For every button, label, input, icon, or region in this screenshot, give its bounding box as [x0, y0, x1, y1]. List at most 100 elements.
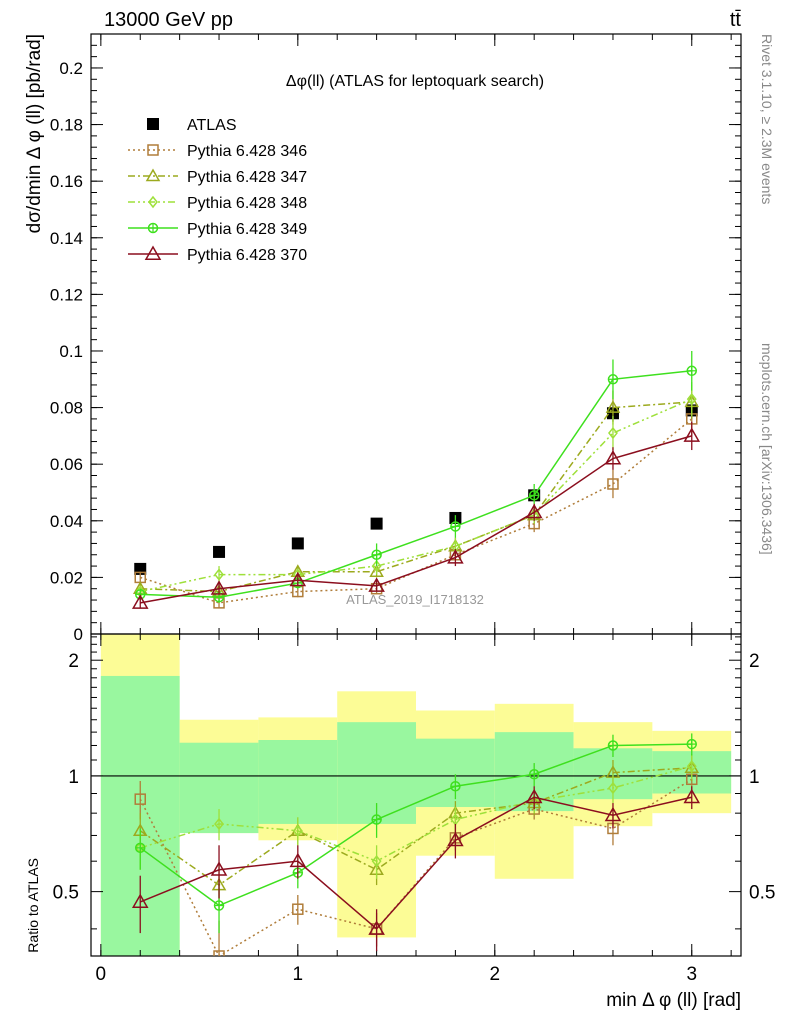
- y-tick-label: 0.06: [50, 455, 83, 474]
- main-point-atlas: [291, 537, 304, 550]
- main-point-p347: [605, 400, 621, 413]
- legend-label-p370: Pythia 6.428 370: [187, 247, 307, 264]
- ratio-point-p349: [686, 738, 698, 750]
- ratio-point-p348: [371, 854, 382, 868]
- ratio-y-tick-label-right: 2: [749, 651, 760, 672]
- main-point-p370: [683, 427, 701, 442]
- main-line-p348: [140, 398, 693, 593]
- y-tick-label: 0: [74, 625, 83, 644]
- y-tick-label: 0.16: [50, 172, 83, 191]
- main-point-p346: [607, 478, 619, 490]
- main-point-atlas: [370, 517, 383, 530]
- rivet-version-label: Rivet 3.1.10, ≥ 2.3M events: [759, 34, 775, 204]
- ratio-point-p349: [371, 814, 382, 825]
- ratio-point-p346: [134, 793, 146, 805]
- ratio-y-tick-label: 2: [68, 651, 79, 672]
- analysis-id-label: ATLAS_2019_I1718132: [346, 592, 484, 607]
- legend-label-p349: Pythia 6.428 349: [187, 221, 307, 238]
- ratio-point-p349: [607, 740, 619, 751]
- main-point-p370: [131, 594, 149, 609]
- y-tick-label: 0.18: [50, 116, 83, 135]
- ratio-point-p370: [525, 788, 543, 804]
- main-point-p370: [525, 503, 543, 519]
- y-tick-label: 0.04: [50, 512, 83, 531]
- ratio-line-p348: [140, 765, 692, 863]
- ratio-y-tick-label: 0.5: [53, 883, 79, 904]
- ratio-line-p349: [139, 743, 692, 907]
- main-point-p349: [686, 365, 698, 377]
- y-tick-label: 0.2: [59, 59, 83, 78]
- main-point-p348: [214, 568, 224, 581]
- main-point-p348: [686, 392, 697, 406]
- legend-marker-p348: [148, 195, 158, 209]
- x-tick-label: 1: [293, 964, 304, 985]
- ratio-series-group: [131, 733, 701, 956]
- legend: ATLAS Pythia 6.428 346 Pythia 6.428 347 Pyt…: [128, 117, 307, 264]
- ratio-point-p346: [292, 903, 304, 915]
- legend-label-p347: Pythia 6.428 347: [187, 169, 307, 186]
- ratio-point-p346: [213, 950, 225, 956]
- main-point-p370: [210, 580, 228, 595]
- ratio-y-tick-label-right: 1: [749, 767, 760, 788]
- y-axis-label: dσ/dmin Δ φ (ll) [pb/rad]: [24, 34, 45, 233]
- ratio-line-p370: [139, 796, 692, 930]
- chart-title: Δφ(ll) (ATLAS for leptoquark search): [286, 73, 544, 90]
- ratio-point-p349: [450, 780, 461, 792]
- legend-marker-p346: [147, 144, 159, 156]
- ratio-y-tick-label: 1: [68, 767, 79, 788]
- ratio-point-p348: [686, 759, 697, 773]
- main-line-p346: [140, 418, 693, 604]
- main-point-p349: [450, 521, 461, 532]
- legend-label-p348: Pythia 6.428 348: [187, 195, 307, 212]
- main-point-p347: [369, 564, 384, 577]
- legend-label-p346: Pythia 6.428 346: [187, 143, 307, 160]
- ratio-point-p370: [131, 893, 149, 908]
- legend-marker-p370: [144, 245, 162, 260]
- y-tick-label: 0.08: [50, 399, 83, 418]
- x-tick-label: 3: [686, 964, 697, 985]
- y-tick-label: 0.12: [50, 285, 83, 304]
- main-point-p370: [604, 450, 622, 465]
- process-label: tt̄: [730, 9, 742, 31]
- main-line-p349: [140, 370, 692, 598]
- y-tick-label: 0.1: [59, 342, 83, 361]
- mcplots-source-label: mcplots.cern.ch [arXiv:1306.3436]: [759, 343, 775, 555]
- legend-label-atlas: ATLAS: [187, 117, 237, 134]
- chart-axes: 0 0.02 0.04 0.06 0.08 0.1 0.12 0.14 0.16 0.18 0.2 0…: [50, 33, 775, 985]
- y-tick-label: 0.14: [50, 229, 83, 248]
- ratio-point-p348: [292, 824, 303, 837]
- main-series-group: [131, 350, 701, 609]
- ratio-point-p370: [683, 788, 701, 804]
- energy-label: 13000 GeV pp: [104, 9, 233, 31]
- chart-marks: [131, 350, 701, 956]
- x-tick-label: 0: [96, 964, 107, 985]
- legend-marker-p347: [145, 168, 161, 182]
- x-axis-label: min Δ φ (ll) [rad]: [606, 990, 741, 1011]
- ratio-line-p347: [139, 767, 692, 886]
- ratio-point-p370: [368, 920, 385, 935]
- legend-marker-p349: [147, 222, 159, 234]
- ratio-point-p349: [528, 769, 540, 780]
- ratio-point-p349: [134, 842, 146, 854]
- ratio-point-p348: [608, 781, 618, 795]
- main-point-p370: [368, 577, 385, 592]
- x-tick-label: 2: [489, 964, 500, 985]
- main-point-p349: [528, 490, 540, 501]
- main-point-p349: [371, 549, 382, 561]
- main-line-p370: [140, 435, 692, 604]
- main-line-p347: [140, 401, 692, 593]
- ratio-point-p349: [213, 900, 225, 911]
- ratio-point-p370: [210, 861, 228, 876]
- ratio-point-p370: [604, 806, 622, 822]
- ratio-point-p348: [214, 817, 224, 831]
- legend-marker-atlas: [147, 118, 159, 130]
- main-point-atlas: [213, 545, 226, 558]
- main-point-p349: [607, 374, 619, 385]
- main-point-p348: [371, 559, 382, 573]
- ratio-line-p346: [139, 778, 693, 956]
- main-point-p348: [608, 426, 618, 440]
- ratio-y-axis-label: Ratio to ATLAS: [25, 858, 41, 953]
- ratio-point-p370: [289, 852, 307, 868]
- main-point-p370: [447, 549, 464, 564]
